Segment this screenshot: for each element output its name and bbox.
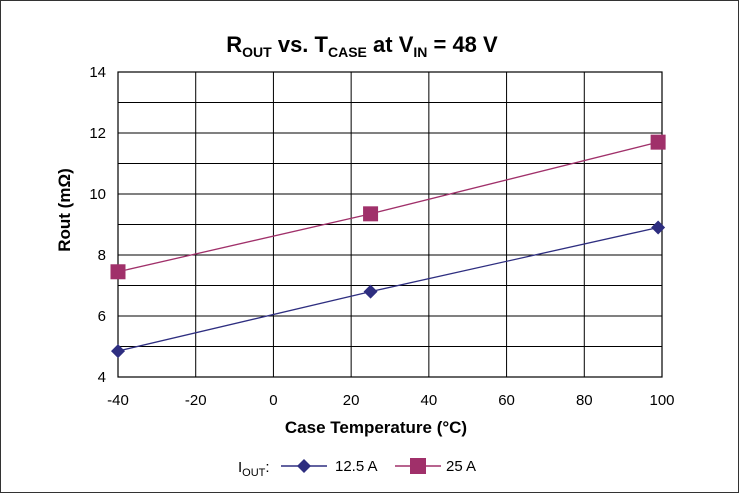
series-line-1 [117,141,659,273]
x-axis-label: Case Temperature (°C) [285,418,467,437]
y-tick-label: 6 [98,308,106,325]
legend-label-1: 25 A [446,458,476,475]
legend-prefix: IOUT: [238,459,270,479]
legend-marker-diamond [297,459,311,473]
y-tick-label: 10 [89,186,106,203]
x-tick-label: 20 [343,392,360,409]
data-point-diamond [363,284,378,299]
data-point-diamond [651,220,666,235]
y-tick-label: 12 [89,125,106,142]
x-tick-label: -20 [185,392,207,409]
x-tick-label: -40 [107,392,129,409]
y-axis-ticks: 4 6 8 10 12 14 [89,64,106,386]
y-tick-label: 14 [89,64,106,81]
legend-label-0: 12.5 A [335,458,378,475]
series-layer [110,134,666,359]
x-tick-label: 60 [498,392,515,409]
y-tick-label: 8 [98,247,106,264]
y-axis-label: Rout (mΩ) [55,168,74,252]
data-point-square [650,134,666,150]
data-point-square [363,206,379,222]
series-line-0 [117,226,659,352]
data-point-square [110,264,126,280]
x-tick-label: 40 [421,392,438,409]
chart-title: ROUT vs. TCASE at VIN = 48 V [226,32,498,60]
data-point-diamond [111,344,125,359]
legend: IOUT: 12.5 A 25 A [238,458,476,479]
x-tick-label: 80 [576,392,593,409]
x-tick-label: 0 [269,392,277,409]
y-tick-label: 4 [98,369,106,386]
x-tick-label: 100 [649,392,674,409]
x-axis-ticks: -40 -20 0 20 40 60 80 100 [107,392,674,409]
legend-marker-square [410,458,426,474]
